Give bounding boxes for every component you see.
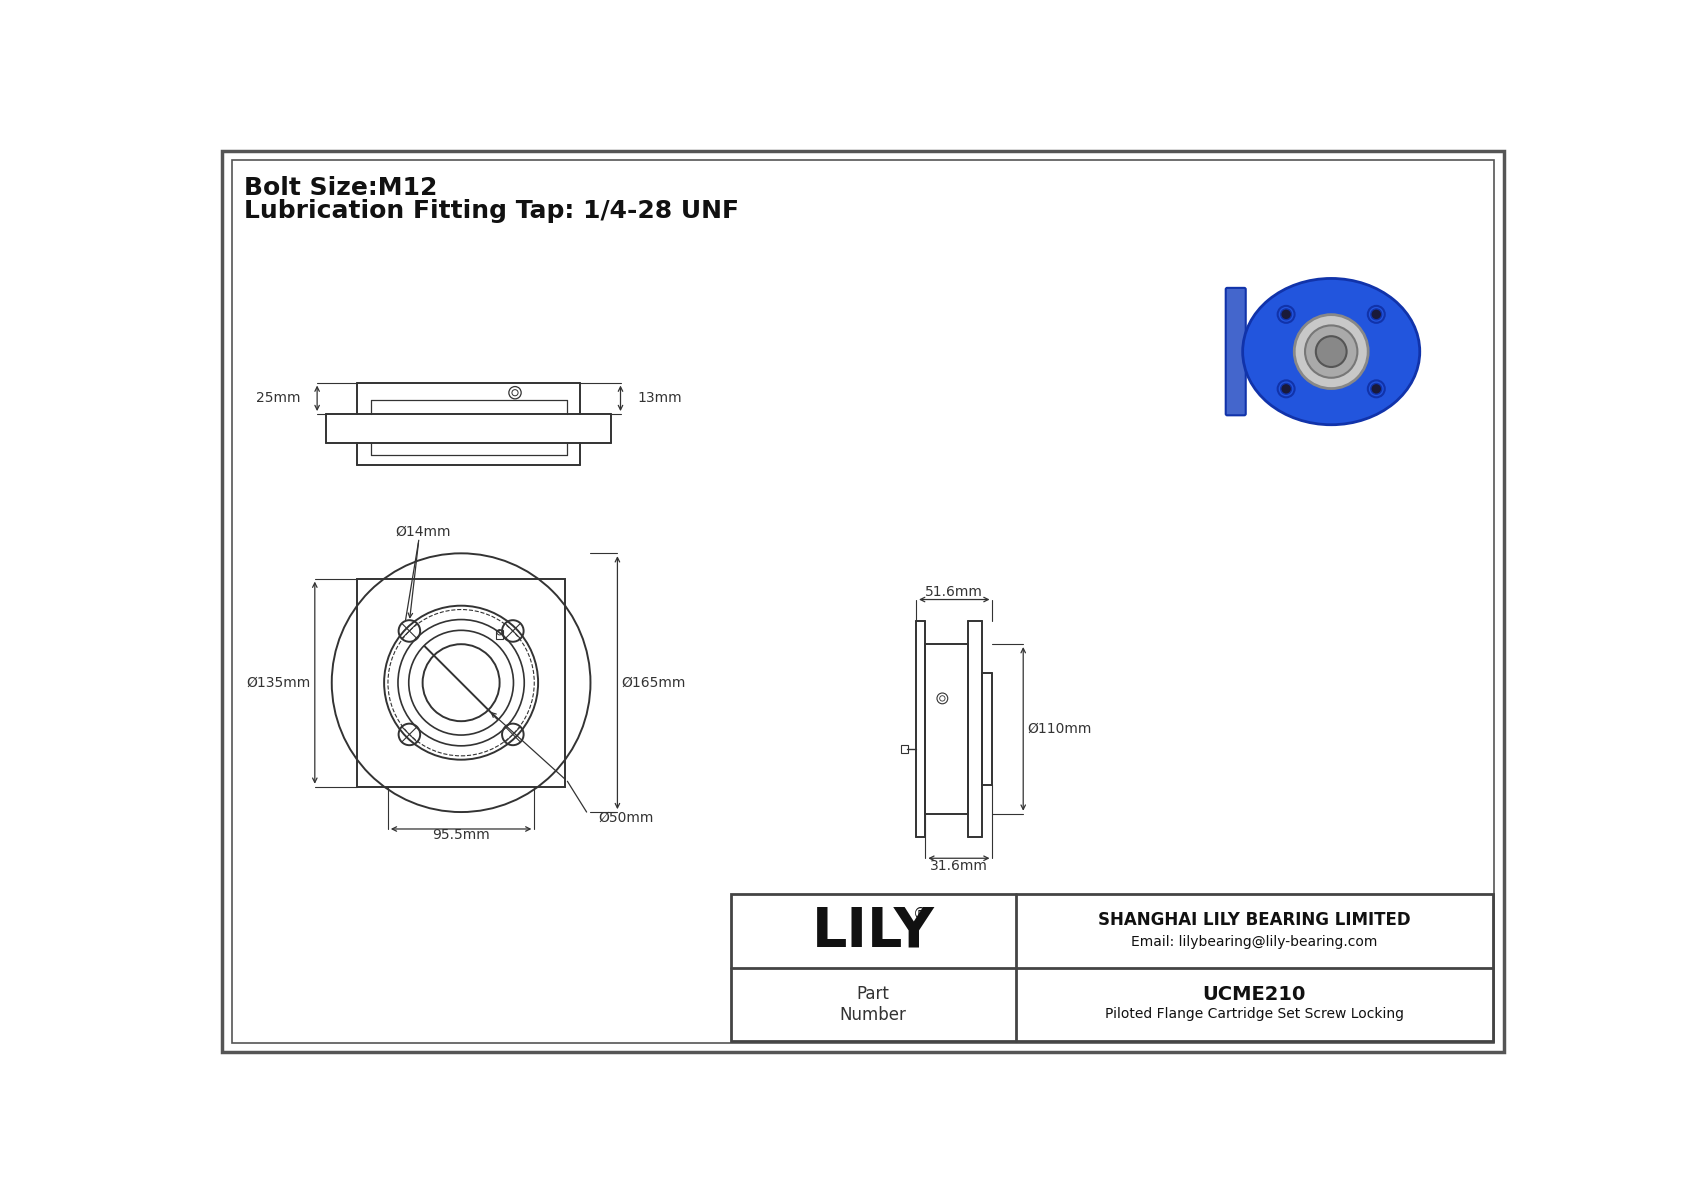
Text: Ø165mm: Ø165mm [621,675,685,690]
Circle shape [1295,314,1367,388]
Circle shape [1371,384,1381,394]
Text: Ø110mm: Ø110mm [1027,722,1093,736]
Circle shape [1282,384,1292,394]
Circle shape [1371,308,1381,319]
Text: ®: ® [913,906,928,922]
Text: 51.6mm: 51.6mm [925,585,983,599]
Bar [731,894,1494,1041]
Text: Bolt Size:M12: Bolt Size:M12 [244,176,438,200]
Text: Ø14mm: Ø14mm [396,525,451,538]
Text: Email: lilybearing@lily-bearing.com: Email: lilybearing@lily-bearing.com [1132,935,1378,949]
Bar [495,630,504,640]
Circle shape [1278,380,1295,398]
Text: Ø135mm: Ø135mm [248,675,312,690]
Text: Lubrication Fitting Tap: 1/4-28 UNF: Lubrication Fitting Tap: 1/4-28 UNF [244,199,739,223]
Circle shape [1282,308,1292,319]
Circle shape [1305,325,1357,378]
Circle shape [1315,336,1347,367]
Text: LILY: LILY [812,904,935,958]
Text: 31.6mm: 31.6mm [930,859,989,873]
Bar [357,579,566,786]
Circle shape [1367,380,1384,398]
FancyBboxPatch shape [1226,288,1246,416]
Text: SHANGHAI LILY BEARING LIMITED: SHANGHAI LILY BEARING LIMITED [1098,911,1411,929]
Circle shape [1278,306,1295,323]
Bar [901,746,908,753]
Text: 95.5mm: 95.5mm [433,828,490,842]
Text: Part
Number: Part Number [840,985,906,1023]
Text: UCME210: UCME210 [1202,985,1305,1004]
Text: Ø50mm: Ø50mm [598,810,653,824]
Text: 25mm: 25mm [256,392,300,405]
Text: Piloted Flange Cartridge Set Screw Locking: Piloted Flange Cartridge Set Screw Locki… [1105,1008,1404,1021]
Text: 13mm: 13mm [638,392,682,405]
Circle shape [1367,306,1384,323]
Ellipse shape [1243,279,1420,425]
